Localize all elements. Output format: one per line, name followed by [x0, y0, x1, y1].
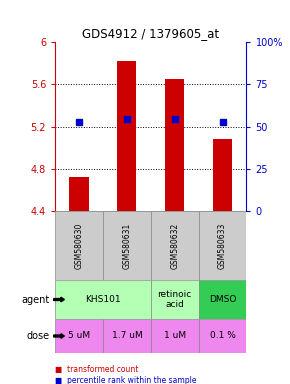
Bar: [55, 280, 151, 319]
Text: retinoic
acid: retinoic acid: [157, 290, 192, 309]
Bar: [199, 211, 246, 280]
Text: GSM580632: GSM580632: [170, 223, 179, 269]
Text: KHS101: KHS101: [85, 295, 121, 304]
Bar: [117, 61, 137, 211]
Bar: [151, 280, 199, 319]
Text: dose: dose: [26, 331, 49, 341]
Text: 1.7 uM: 1.7 uM: [111, 331, 142, 341]
Title: GDS4912 / 1379605_at: GDS4912 / 1379605_at: [82, 26, 219, 40]
Bar: [151, 319, 199, 353]
Text: 0.1 %: 0.1 %: [210, 331, 235, 341]
Bar: [103, 211, 151, 280]
Bar: [151, 211, 199, 280]
Text: ■  percentile rank within the sample: ■ percentile rank within the sample: [55, 376, 197, 384]
Bar: [55, 319, 103, 353]
Text: 5 uM: 5 uM: [68, 331, 90, 341]
Bar: [70, 177, 89, 211]
Text: DMSO: DMSO: [209, 295, 236, 304]
Text: GSM580631: GSM580631: [122, 223, 131, 269]
Text: GSM580630: GSM580630: [75, 223, 84, 269]
Bar: [103, 319, 151, 353]
Bar: [199, 319, 246, 353]
Text: ■  transformed count: ■ transformed count: [55, 365, 139, 374]
Bar: [165, 79, 184, 211]
Text: 1 uM: 1 uM: [164, 331, 186, 341]
Text: agent: agent: [21, 295, 49, 305]
Text: GSM580633: GSM580633: [218, 223, 227, 269]
Bar: [213, 139, 232, 211]
Bar: [199, 280, 246, 319]
Bar: [55, 211, 103, 280]
